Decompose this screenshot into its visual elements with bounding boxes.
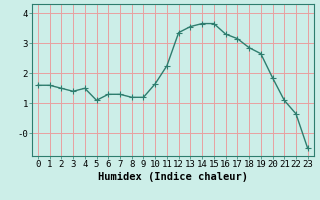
X-axis label: Humidex (Indice chaleur): Humidex (Indice chaleur)	[98, 172, 248, 182]
